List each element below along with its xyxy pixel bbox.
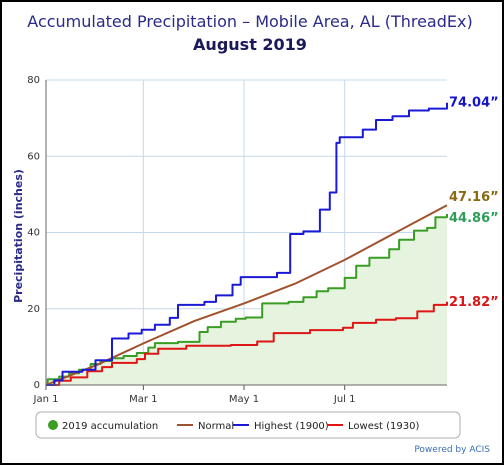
legend-item-2019[interactable]: 2019 accumulation: [62, 421, 158, 432]
end-label-2019-accumulation: 44.86”: [449, 211, 499, 226]
axes: 0 20 40 60 80 Jan 1 Mar 1 May 1 Jul 1: [27, 75, 447, 405]
x-tick-label: Mar 1: [129, 394, 157, 405]
legend-marker-2019: [48, 420, 58, 430]
end-labels: 44.86” 47.16” 74.04” 21.82”: [449, 96, 499, 310]
end-label-lowest-1930: 21.82”: [449, 295, 499, 310]
legend-item-normal[interactable]: Normal: [198, 421, 234, 432]
y-tick-label: 40: [27, 228, 40, 239]
acis-credit[interactable]: Powered by ACIS: [414, 445, 490, 455]
area-layer: [46, 214, 447, 385]
series-line-2019-accumulation: [46, 214, 448, 386]
x-tick-label: Jul 1: [333, 394, 356, 405]
y-tick-label: 60: [27, 151, 40, 162]
series-line-lowest-1930: [46, 301, 448, 386]
y-tick-label: 80: [27, 75, 40, 86]
series-area-2019-accumulation: [46, 214, 447, 385]
series-layer: [45, 102, 448, 386]
legend-item-highest[interactable]: Highest (1900): [254, 421, 329, 432]
chart-title: Accumulated Precipitation – Mobile Area,…: [27, 12, 472, 31]
x-tick-label: Jan 1: [33, 394, 59, 405]
y-tick-label: 0: [34, 380, 40, 391]
end-label-highest-1900: 74.04”: [449, 96, 499, 111]
series-line-highest-1900: [46, 102, 448, 386]
end-label-normal: 47.16”: [449, 190, 499, 205]
y-tick-label: 20: [27, 304, 40, 315]
legend[interactable]: 2019 accumulation Normal Highest (1900) …: [35, 411, 461, 439]
legend-item-lowest[interactable]: Lowest (1930): [348, 421, 420, 432]
y-axis-label: Precipitation (inches): [12, 169, 25, 303]
x-tick-label: May 1: [229, 394, 259, 405]
chart-subtitle: August 2019: [193, 35, 307, 54]
